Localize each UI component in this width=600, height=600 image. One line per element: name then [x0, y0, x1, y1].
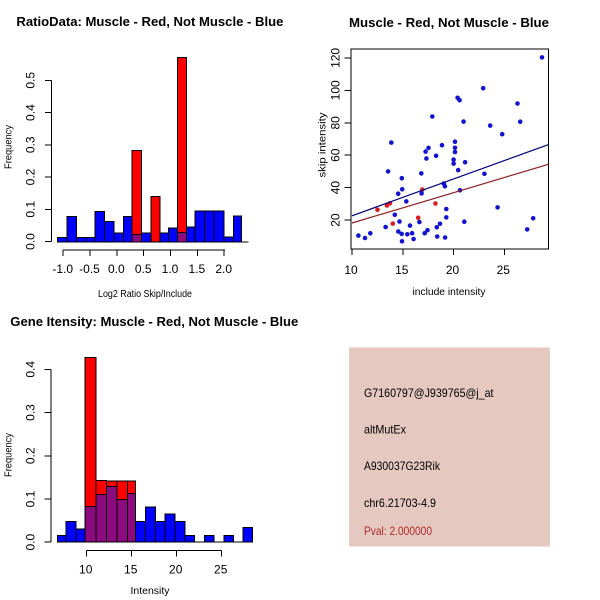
- svg-text:0.4: 0.4: [24, 361, 38, 378]
- svg-text:0.3: 0.3: [24, 136, 38, 153]
- svg-text:2.0: 2.0: [215, 262, 232, 276]
- svg-text:25: 25: [214, 563, 228, 577]
- svg-text:120: 120: [329, 48, 343, 68]
- svg-text:0.0: 0.0: [24, 534, 38, 551]
- svg-text:skip intensity: skip intensity: [318, 113, 329, 178]
- svg-text:Log2 Ratio Skip/Include: Log2 Ratio Skip/Include: [98, 289, 192, 300]
- svg-text:15: 15: [395, 263, 409, 277]
- svg-text:RatioData: Muscle - Red, Not M: RatioData: Muscle - Red, Not Muscle - Bl…: [16, 14, 283, 29]
- svg-text:100: 100: [329, 80, 343, 100]
- svg-text:20: 20: [446, 263, 460, 277]
- svg-text:0.5: 0.5: [24, 72, 38, 89]
- svg-text:25: 25: [497, 263, 511, 277]
- svg-text:1.5: 1.5: [189, 262, 206, 276]
- svg-text:chr6.21703-4.9: chr6.21703-4.9: [364, 496, 436, 510]
- svg-text:Frequency: Frequency: [4, 125, 15, 169]
- svg-text:0.2: 0.2: [24, 168, 38, 185]
- svg-text:Intensity: Intensity: [131, 586, 170, 597]
- svg-text:-1.0: -1.0: [52, 262, 73, 276]
- svg-text:20: 20: [329, 213, 343, 227]
- svg-text:20: 20: [169, 563, 183, 577]
- svg-text:0.1: 0.1: [24, 490, 38, 507]
- svg-text:-0.5: -0.5: [79, 262, 100, 276]
- svg-text:80: 80: [329, 116, 343, 130]
- svg-text:10: 10: [79, 563, 93, 577]
- svg-text:Pval: 2.000000: Pval: 2.000000: [364, 524, 432, 538]
- svg-text:G7160797@J939765@j_at: G7160797@J939765@j_at: [364, 386, 494, 400]
- svg-text:10: 10: [344, 263, 358, 277]
- svg-text:0.1: 0.1: [24, 201, 38, 218]
- svg-text:include intensity: include intensity: [413, 287, 486, 298]
- svg-text:40: 40: [329, 181, 343, 195]
- svg-text:A930037G23Rik: A930037G23Rik: [364, 459, 441, 473]
- svg-text:altMutEx: altMutEx: [364, 423, 406, 437]
- svg-text:0.4: 0.4: [24, 104, 38, 121]
- svg-text:0.0: 0.0: [108, 262, 125, 276]
- svg-text:1.0: 1.0: [162, 262, 179, 276]
- svg-text:Frequency: Frequency: [4, 433, 15, 477]
- svg-text:Gene Itensity: Muscle - Red, N: Gene Itensity: Muscle - Red, Not Muscle …: [10, 314, 298, 329]
- svg-text:60: 60: [329, 148, 343, 162]
- svg-text:0.3: 0.3: [24, 404, 38, 421]
- svg-text:Muscle - Red, Not Muscle - Blu: Muscle - Red, Not Muscle - Blue: [349, 15, 549, 30]
- svg-text:15: 15: [124, 563, 138, 577]
- svg-text:0.5: 0.5: [135, 262, 152, 276]
- svg-text:0.0: 0.0: [24, 233, 38, 250]
- svg-text:0.2: 0.2: [24, 447, 38, 464]
